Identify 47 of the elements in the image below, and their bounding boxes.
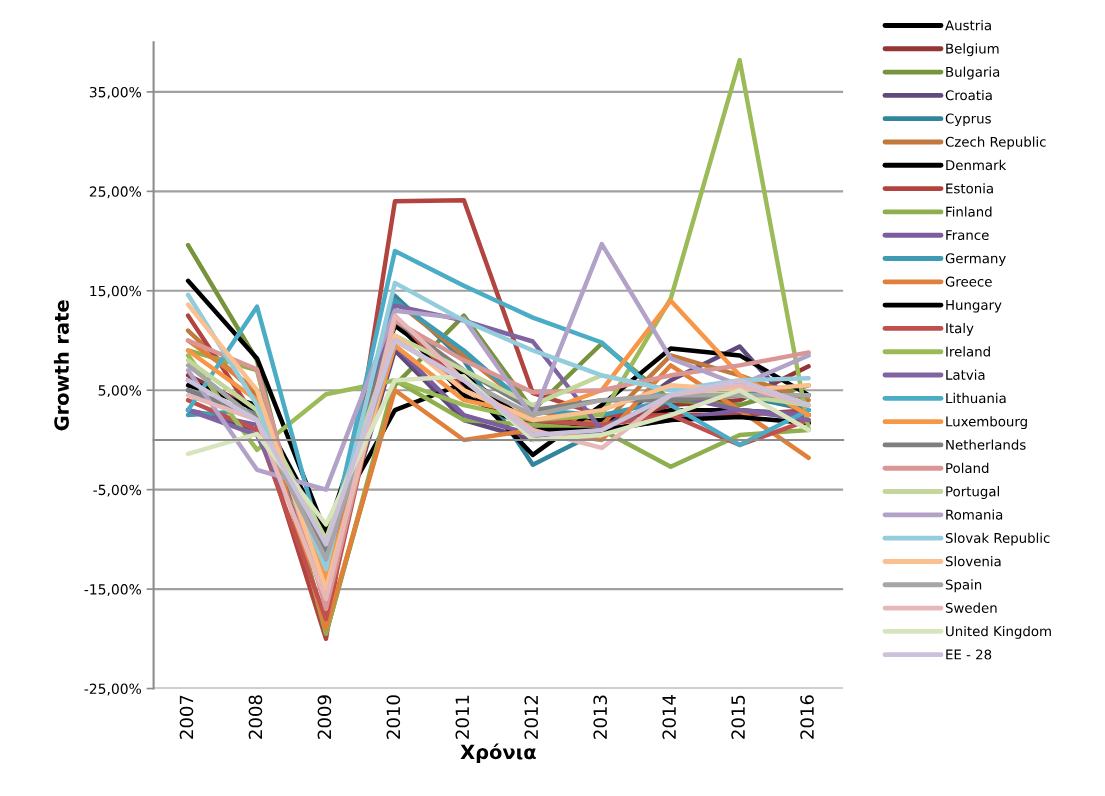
legend-label: France <box>946 230 989 241</box>
x-tick-label: 2014 <box>662 695 676 739</box>
legend-label: Germany <box>945 253 1006 266</box>
legend-label: EE - 28 <box>946 649 992 660</box>
legend-label: Poland <box>946 462 989 474</box>
y-tick-label: 5,00% <box>98 385 142 398</box>
legend-label: United Kingdom <box>946 625 1051 639</box>
legend-label: Spain <box>945 579 982 593</box>
y-axis-title: Growth rate <box>53 300 69 431</box>
x-tick-label: 2012 <box>524 695 539 739</box>
x-tick-label: 2016 <box>800 695 814 739</box>
legend-label: Italy <box>946 322 974 336</box>
legend-label: Greece <box>945 276 992 287</box>
y-tick-label: -15,00% <box>84 584 142 596</box>
legend-label: Cyprus <box>945 113 991 127</box>
x-tick-label: 2009 <box>317 695 332 739</box>
y-tick-label: 25,00% <box>89 186 142 199</box>
legend-label: Czech Republic <box>945 136 1046 150</box>
y-tick-label: 15,00% <box>90 285 142 298</box>
legend-label: Sweden <box>945 602 997 613</box>
legend-label: Portugal <box>946 486 999 499</box>
x-axis-title: Χρόνια <box>460 743 536 764</box>
legend-label: Belgium <box>946 43 999 57</box>
legend-label: Ireland <box>946 346 990 357</box>
x-tick-label: 2015 <box>731 695 745 739</box>
legend-label: Latvia <box>946 369 985 380</box>
legend-label: Slovenia <box>945 556 1001 567</box>
legend-label: Croatia <box>945 89 992 101</box>
legend-label: Estonia <box>946 183 993 194</box>
legend-label: Netherlands <box>946 439 1026 450</box>
legend-label: Slovak Republic <box>945 532 1050 546</box>
legend-label: Denmark <box>946 159 1007 171</box>
y-tick-label: -25,00% <box>84 683 142 696</box>
legend-label: Bulgaria <box>946 66 1000 80</box>
x-tick-label: 2007 <box>179 695 194 739</box>
legend-label: Hungary <box>946 300 1002 313</box>
legend-label: Finland <box>946 206 992 217</box>
y-tick-label: -5,00% <box>93 484 142 497</box>
legend-label: Romania <box>946 509 1003 520</box>
x-tick-label: 2011 <box>455 695 470 739</box>
x-tick-label: 2008 <box>248 695 263 739</box>
legend-label: Austria <box>945 20 991 31</box>
x-tick-label: 2010 <box>386 695 401 739</box>
x-tick-label: 2013 <box>593 695 608 739</box>
legend-label: Luxembourg <box>946 416 1027 430</box>
legend-label: Lithuania <box>946 392 1006 404</box>
y-tick-label: 35,00% <box>89 86 142 99</box>
